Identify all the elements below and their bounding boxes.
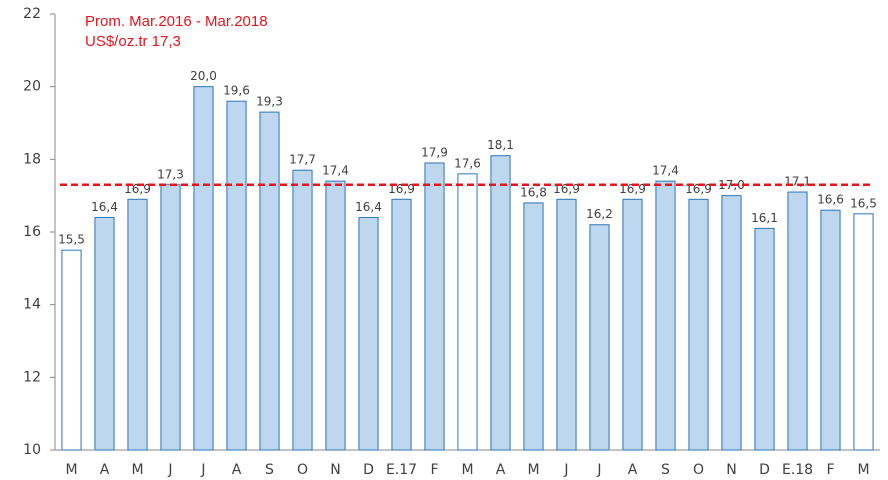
x-tick-label: J xyxy=(167,462,172,478)
value-label: 20,0 xyxy=(190,69,217,83)
x-tick-label: O xyxy=(693,462,704,478)
bar xyxy=(424,162,445,451)
x-tick-label: A xyxy=(232,462,242,478)
bar xyxy=(358,216,379,451)
x-tick-label: J xyxy=(200,462,205,478)
value-label: 19,3 xyxy=(256,95,283,109)
x-tick-label: A xyxy=(100,462,110,478)
x-tick-label: M xyxy=(461,462,473,478)
value-label: 19,6 xyxy=(223,84,250,98)
y-tick-label: 16 xyxy=(23,224,41,240)
value-label: 16,1 xyxy=(751,211,778,225)
bar xyxy=(721,195,742,451)
annotation: Prom. Mar.2016 - Mar.2018 xyxy=(85,13,268,30)
annotation: US$/oz.tr 17,3 xyxy=(85,33,181,50)
x-tick-label: A xyxy=(628,462,638,478)
bar xyxy=(61,249,82,451)
y-tick-label: 22 xyxy=(23,6,41,22)
value-label: 17,7 xyxy=(289,153,316,167)
value-label: 16,8 xyxy=(520,185,547,199)
y-tick-label: 10 xyxy=(23,442,41,458)
x-tick-label: M xyxy=(131,462,143,478)
bar xyxy=(226,100,247,451)
value-label: 17,9 xyxy=(421,145,448,159)
bar xyxy=(787,191,808,451)
x-tick-label: O xyxy=(297,462,308,478)
x-tick-label: E.18 xyxy=(782,462,813,478)
value-label: 18,1 xyxy=(487,138,514,152)
bar xyxy=(853,213,874,451)
bar xyxy=(556,198,577,451)
bar xyxy=(589,224,610,451)
x-tick-label: M xyxy=(527,462,539,478)
bar xyxy=(292,169,313,451)
x-tick-label: N xyxy=(330,462,340,478)
x-tick-label: M xyxy=(65,462,77,478)
bar xyxy=(259,111,280,451)
x-tick-label: J xyxy=(596,462,601,478)
y-tick-label: 18 xyxy=(23,151,41,167)
value-label: 17,3 xyxy=(157,167,184,181)
bar xyxy=(754,227,775,451)
bar xyxy=(820,209,841,451)
bar xyxy=(391,198,412,451)
bar xyxy=(655,180,676,451)
x-tick-label: S xyxy=(661,462,670,478)
x-tick-label: N xyxy=(726,462,736,478)
x-tick-label: D xyxy=(759,462,770,478)
bar xyxy=(688,198,709,451)
bar xyxy=(457,173,478,451)
y-tick-label: 14 xyxy=(23,297,41,313)
value-label: 17,4 xyxy=(322,164,349,178)
bar xyxy=(325,180,346,451)
value-label: 16,4 xyxy=(355,200,382,214)
y-tick-label: 12 xyxy=(23,369,41,385)
x-tick-label: M xyxy=(857,462,869,478)
x-tick-label: J xyxy=(563,462,568,478)
bar xyxy=(94,216,115,451)
x-tick-label: A xyxy=(496,462,506,478)
x-tick-label: F xyxy=(826,462,834,478)
y-tick-label: 20 xyxy=(23,79,41,95)
x-tick-label: F xyxy=(430,462,438,478)
bar xyxy=(160,184,181,451)
x-tick-label: S xyxy=(265,462,274,478)
bar xyxy=(127,198,148,451)
value-label: 16,6 xyxy=(817,193,844,207)
value-label: 16,4 xyxy=(91,200,118,214)
value-label: 16,5 xyxy=(850,196,877,210)
bar xyxy=(523,202,544,451)
bar xyxy=(622,198,643,451)
value-label: 15,5 xyxy=(58,233,85,247)
x-tick-label: E.17 xyxy=(386,462,417,478)
bar xyxy=(490,155,511,451)
value-label: 16,2 xyxy=(586,207,613,221)
value-label: 17,1 xyxy=(784,175,811,189)
value-label: 17,6 xyxy=(454,156,481,170)
x-tick-label: D xyxy=(363,462,374,478)
value-label: 17,4 xyxy=(652,164,679,178)
bar xyxy=(193,86,214,451)
